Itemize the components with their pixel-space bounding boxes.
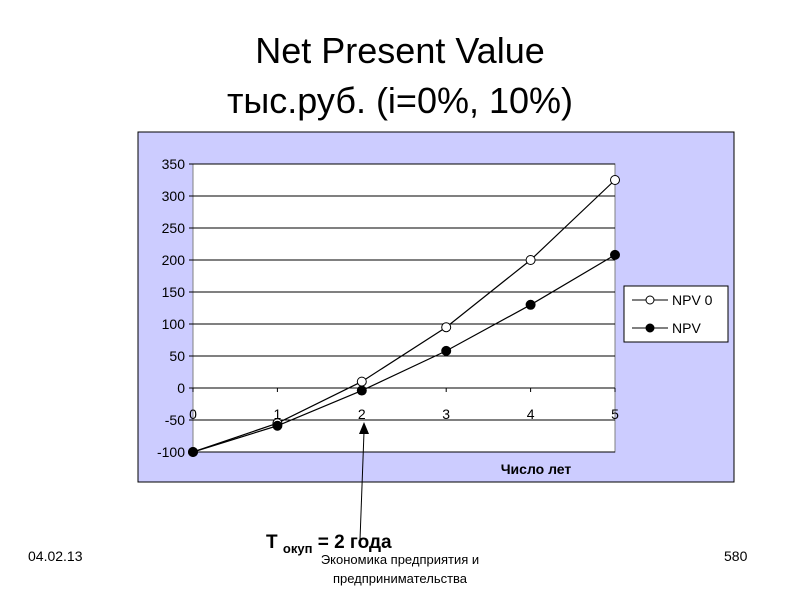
slide-title: Net Present Value [255, 30, 545, 71]
series-line-npv [192, 254, 616, 453]
x-tick-label: 3 [442, 406, 450, 422]
footer-date: 04.02.13 [28, 548, 83, 564]
slide-subtitle: тыс.руб. (i=0%, 10%) [226, 80, 574, 121]
data-point-npv [441, 345, 452, 356]
plot-area [192, 163, 616, 453]
legend-marker-npv [645, 323, 655, 333]
payback-arrow-line [359, 431, 365, 541]
legend-marker-npv0 [645, 295, 655, 305]
data-point-npv [188, 447, 198, 457]
payback-value: = 2 года [317, 532, 392, 553]
x-tick-label: 0 [189, 406, 197, 422]
payback-period-label: T окуп = 2 года [266, 532, 392, 556]
payback-prefix: T [266, 532, 278, 553]
footer-center: Экономика предприятия и предпринимательс… [250, 550, 550, 588]
y-tick-label: 150 [162, 284, 186, 300]
footer-center-line1: Экономика предприятия и [320, 552, 480, 567]
y-tick-label: 250 [162, 220, 186, 236]
footer-page-number: 580 [724, 548, 748, 564]
legend-box [623, 285, 729, 343]
data-point-npv [356, 385, 367, 396]
data-point-npv0 [441, 322, 452, 333]
data-point-npv0 [525, 255, 536, 265]
x-tick-label: 1 [274, 406, 282, 422]
series-line-npv0 [192, 179, 616, 453]
x-tick-label: 2 [358, 406, 366, 422]
y-tick-label: -100 [157, 444, 185, 460]
y-tick-label: 300 [162, 188, 186, 204]
data-point-npv [525, 299, 536, 310]
x-axis-label: Число лет [501, 461, 572, 477]
payback-subscript: окуп [282, 541, 313, 556]
y-tick-label: 100 [162, 316, 186, 332]
y-tick-label: -50 [165, 412, 185, 428]
payback-arrow-head [359, 422, 369, 434]
data-point-npv0 [356, 376, 367, 387]
y-tick-label: 0 [177, 380, 185, 396]
data-point-npv0 [610, 175, 620, 185]
y-tick-label: 50 [169, 348, 185, 364]
x-tick-label: 4 [527, 406, 535, 422]
footer-center-line2: предпринимательства [332, 571, 468, 586]
data-point-npv [272, 420, 283, 431]
data-point-npv [610, 249, 620, 260]
y-tick-label: 350 [162, 156, 186, 172]
y-tick-label: 200 [162, 252, 186, 268]
legend-label-npv: NPV [672, 320, 701, 336]
legend-label-npv0: NPV 0 [672, 292, 713, 308]
x-tick-label: 5 [611, 406, 619, 422]
